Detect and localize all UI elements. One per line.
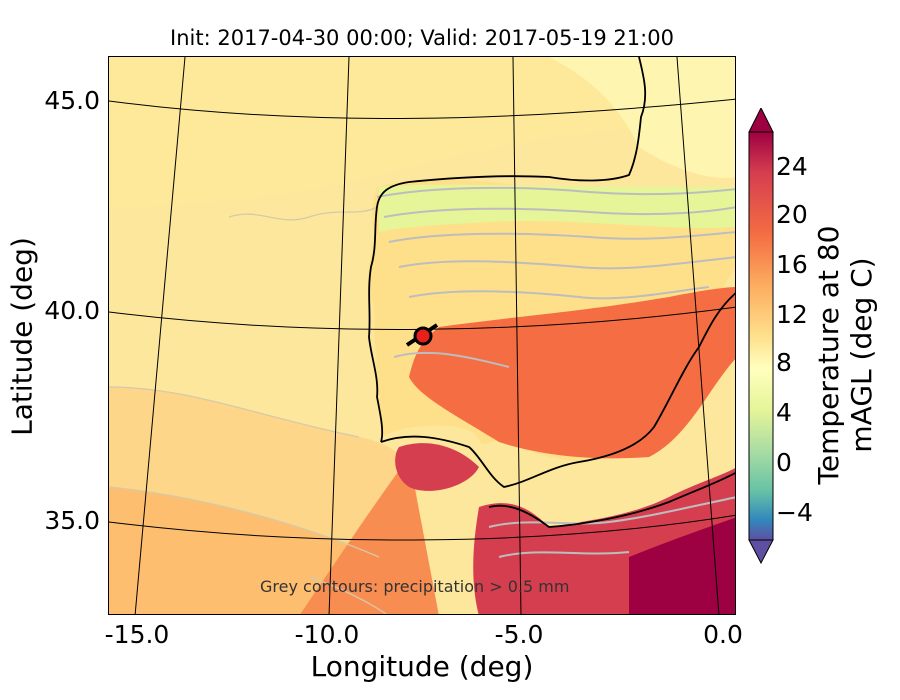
colorbar-gradient xyxy=(748,131,774,541)
colorbar-tick-16: 16 xyxy=(776,250,808,279)
map-area[interactable] xyxy=(108,56,736,615)
x-tick-minus10: -10.0 xyxy=(294,620,360,649)
x-axis-label: Longitude (deg) xyxy=(310,650,534,683)
y-tick-40: 40.0 xyxy=(44,296,100,325)
colorbar-tick-minus4: −4 xyxy=(776,498,813,527)
y-axis-label: Latitude (deg) xyxy=(5,237,39,436)
y-tick-35: 35.0 xyxy=(44,506,100,535)
x-tick-minus5: -5.0 xyxy=(494,620,544,649)
colorbar-tick-12: 12 xyxy=(776,300,808,329)
warm-sea-band-2 xyxy=(300,457,439,614)
y-tick-45: 45.0 xyxy=(44,86,100,115)
colorbar-tick-0: 0 xyxy=(776,448,792,477)
temperature-contours xyxy=(109,206,388,614)
biscay-field xyxy=(549,57,735,178)
precipitation-contours xyxy=(376,186,735,558)
north-coast-cool xyxy=(379,184,735,232)
colorbar-min-extend xyxy=(748,539,774,564)
africa-hot xyxy=(629,517,735,614)
x-tick-minus15: -15.0 xyxy=(104,620,170,649)
hot-spot-andalusia xyxy=(395,443,479,491)
north-sea-field xyxy=(109,57,735,207)
site-marker[interactable] xyxy=(405,323,439,347)
x-tick-0: 0.0 xyxy=(703,620,743,649)
plot-title: Init: 2017-04-30 00:00; Valid: 2017-05-1… xyxy=(170,26,674,50)
colorbar-tick-8: 8 xyxy=(776,348,792,377)
colorbar xyxy=(748,108,774,564)
colorbar-label: Temperature at 80 mAGL (deg C) xyxy=(812,225,878,485)
graticule xyxy=(109,57,735,614)
colorbar-max-extend xyxy=(748,108,774,133)
precip-annotation: Grey contours: precipitation > 0.5 mm xyxy=(260,577,570,596)
colorbar-tick-24: 24 xyxy=(776,152,808,181)
map-svg xyxy=(109,57,735,614)
south-spain-warm xyxy=(409,287,735,459)
colorbar-tick-20: 20 xyxy=(776,200,808,229)
marker-dot xyxy=(413,326,433,346)
colorbar-tick-4: 4 xyxy=(776,398,792,427)
